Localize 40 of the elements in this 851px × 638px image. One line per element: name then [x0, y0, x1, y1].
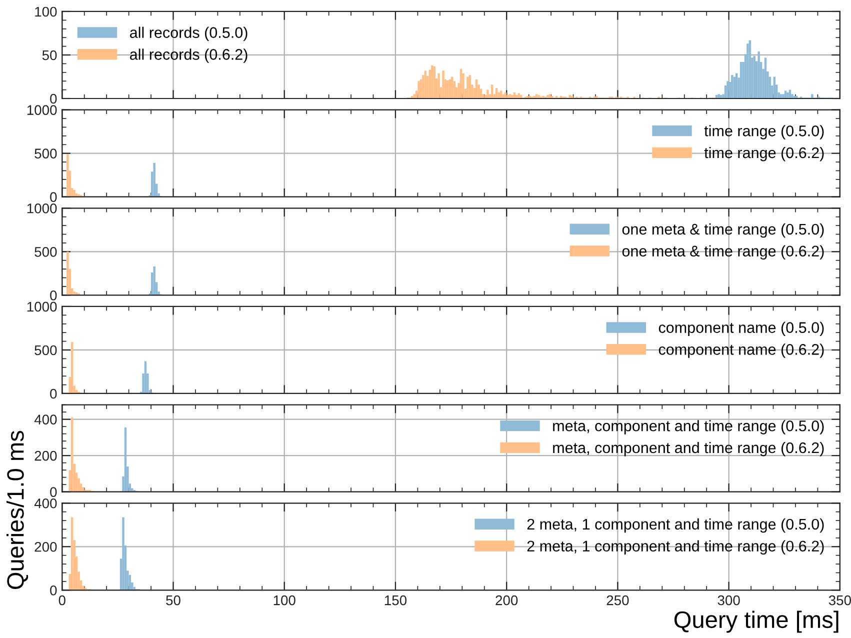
x-tick-label: 0 — [58, 595, 66, 606]
legend-label: time range (0.6.2) — [704, 146, 824, 162]
y-tick-label: 100 — [35, 6, 57, 17]
y-tick-label: 400 — [34, 414, 57, 424]
y-tick-label: 0 — [50, 94, 57, 104]
x-tick-label: 50 — [166, 595, 180, 606]
x-tick-label: 350 — [828, 595, 851, 606]
x-tick-label: 300 — [718, 595, 740, 606]
y-tick-label: 200 — [34, 450, 57, 461]
y-tick-label: 0 — [50, 290, 57, 300]
x-tick-label: 250 — [606, 595, 629, 606]
y-tick-label: 200 — [34, 542, 57, 552]
y-tick-label: 500 — [34, 246, 57, 257]
x-axis-title: Query time [ms] — [674, 610, 838, 633]
y-tick-label: 0 — [50, 487, 57, 497]
y-tick-label: 50 — [42, 50, 57, 60]
legend-label: component name (0.6.2) — [658, 344, 824, 358]
x-tick-label: 200 — [496, 595, 518, 606]
y-tick-label: 0 — [50, 192, 57, 202]
y-tick-label: 500 — [34, 345, 57, 356]
y-tick-label: 1000 — [27, 105, 57, 115]
legend-label: 2 meta, 1 component and time range (0.5.0) — [527, 518, 824, 533]
y-tick-label: 1000 — [27, 203, 57, 214]
x-tick-label: 100 — [274, 595, 296, 606]
x-tick-label: 150 — [384, 595, 407, 606]
legend-label: component name (0.5.0) — [658, 322, 824, 336]
legend-label: meta, component and time range (0.5.0) — [553, 420, 824, 434]
y-tick-label: 0 — [50, 585, 57, 596]
y-tick-label: 400 — [34, 498, 57, 508]
legend-label: all records (0.6.2) — [130, 48, 248, 63]
y-tick-label: 0 — [50, 388, 57, 399]
legend-label: meta, component and time range (0.6.2) — [553, 442, 824, 456]
y-tick-label: 1000 — [27, 302, 57, 312]
y-tick-label: 500 — [34, 148, 57, 158]
y-axis-title: Queries/1.0 ms — [6, 430, 28, 590]
legend-label: one meta & time range (0.6.2) — [622, 245, 824, 260]
legend-label: 2 meta, 1 component and time range (0.6.2) — [527, 540, 824, 555]
legend-label: all records (0.5.0) — [130, 26, 248, 41]
legend-label: time range (0.5.0) — [704, 125, 824, 140]
legend-label: one meta & time range (0.5.0) — [622, 223, 824, 238]
